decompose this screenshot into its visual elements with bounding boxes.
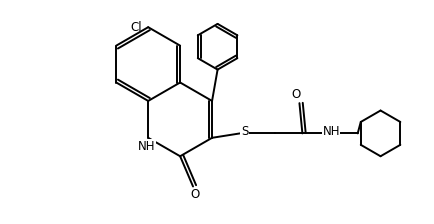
Text: NH: NH [322,125,340,138]
Text: Cl: Cl [130,21,141,34]
Text: S: S [241,125,248,138]
Text: O: O [190,188,200,201]
Text: NH: NH [138,140,155,153]
Text: O: O [292,88,301,101]
